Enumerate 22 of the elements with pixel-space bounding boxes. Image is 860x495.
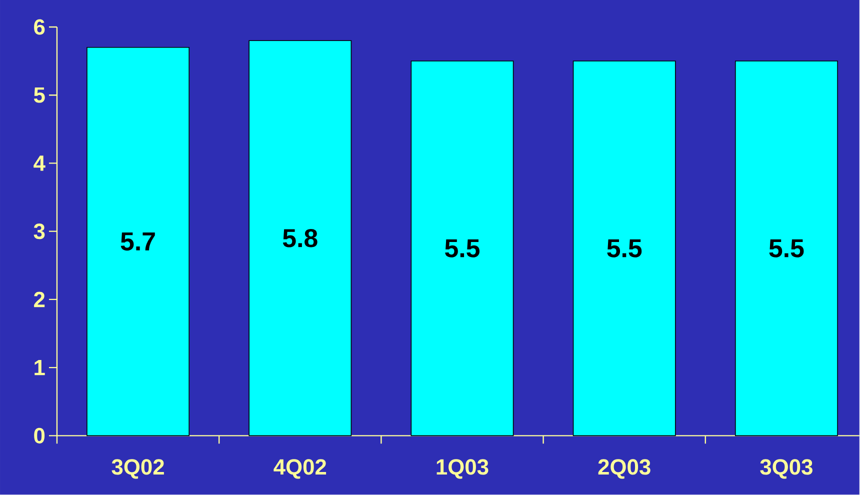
data-label: 5.5 xyxy=(769,239,804,258)
bar xyxy=(248,40,352,436)
data-label: 5.7 xyxy=(120,232,155,251)
x-tick-label: 3Q03 xyxy=(760,459,812,479)
x-tick-label: 2Q03 xyxy=(598,459,650,479)
bar xyxy=(86,47,190,436)
data-label: 5.5 xyxy=(445,239,480,258)
x-tick-label: 4Q02 xyxy=(274,459,326,479)
y-tick-label: 2 xyxy=(34,292,45,308)
data-label: 5.8 xyxy=(282,229,318,248)
y-tick-label: 0 xyxy=(34,428,45,444)
y-tick-label: 5 xyxy=(34,88,45,103)
x-tick-label: 1Q03 xyxy=(436,459,488,479)
bar xyxy=(572,60,676,436)
x-tick-label: 3Q02 xyxy=(112,459,164,479)
y-tick-label: 4 xyxy=(34,156,46,171)
bar xyxy=(734,60,838,436)
y-tick-label: 1 xyxy=(34,360,45,376)
data-label: 5.5 xyxy=(607,239,642,258)
y-tick-label: 6 xyxy=(34,19,45,35)
bar xyxy=(410,60,514,436)
y-tick-label: 3 xyxy=(34,224,45,240)
